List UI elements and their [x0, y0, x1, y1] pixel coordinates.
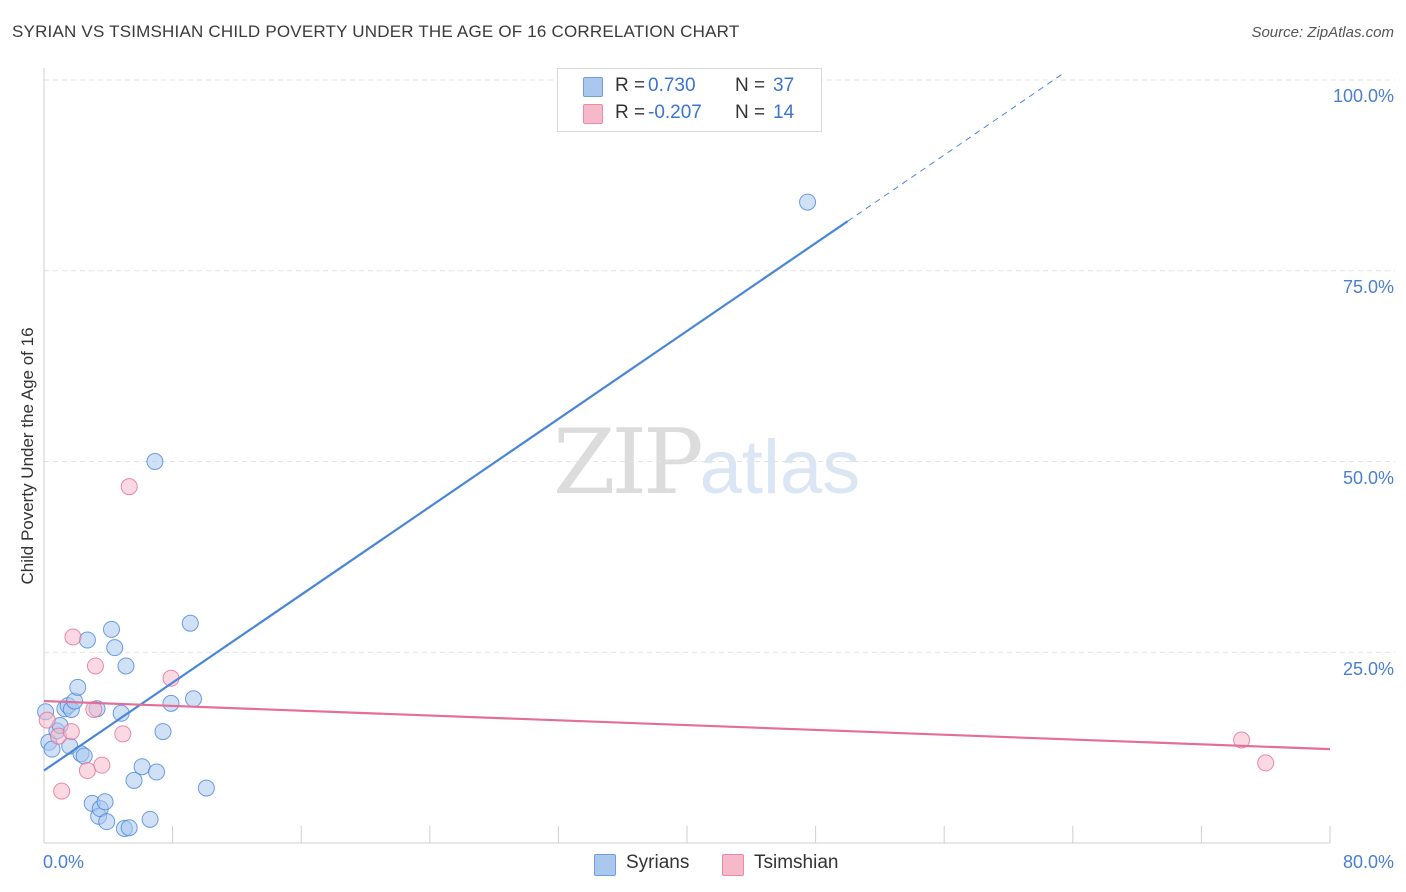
point-tsimshian	[1257, 754, 1275, 772]
point-tsimshian	[62, 723, 80, 741]
stats-row-syrians: R = 0.730 N = 37	[558, 73, 821, 99]
y-tick-label-50: 50.0%	[1342, 468, 1394, 488]
chart-title: SYRIAN VS TSIMSHIAN CHILD POVERTY UNDER …	[12, 22, 740, 41]
point-syrians	[98, 813, 116, 831]
correlation-stats-box: R = 0.730 N = 37 R = -0.207 N = 14	[557, 68, 822, 132]
y-tick-label-75: 75.0%	[1342, 277, 1394, 297]
point-syrians	[181, 614, 199, 632]
point-syrians	[106, 639, 124, 657]
point-syrians	[141, 810, 159, 828]
trendline-extension-syrians	[847, 71, 1066, 222]
legend-swatch-tsimshian	[722, 854, 744, 876]
tsimshian-swatch	[583, 104, 603, 124]
point-syrians	[133, 758, 151, 776]
point-syrians	[184, 690, 202, 708]
chart-legend: Syrians Tsimshian	[0, 852, 1406, 878]
point-tsimshian	[53, 782, 71, 800]
source-credit: Source: ZipAtlas.com	[1251, 24, 1394, 41]
point-syrians	[197, 779, 215, 797]
point-syrians	[96, 793, 114, 811]
point-syrians	[154, 723, 172, 741]
point-syrians	[148, 763, 166, 781]
r-value: 0.730	[648, 75, 696, 96]
x-tick-label-max: 80.0%	[1342, 852, 1394, 872]
trendline-tsimshian	[43, 699, 1331, 751]
n-label: N =	[735, 75, 766, 96]
point-tsimshian	[64, 628, 82, 646]
stats-row-tsimshian: R = -0.207 N = 14	[558, 100, 821, 126]
syrians-swatch	[583, 77, 603, 97]
point-tsimshian	[1233, 731, 1251, 749]
point-syrians	[69, 678, 87, 696]
point-tsimshian	[85, 700, 103, 718]
point-syrians	[125, 771, 143, 789]
y-tick-label-100: 100.0%	[1332, 86, 1394, 106]
r-label: R =	[615, 75, 646, 96]
legend-swatch-syrians	[594, 854, 616, 876]
r-label: R =	[615, 102, 646, 123]
point-tsimshian	[120, 478, 138, 496]
n-label: N =	[735, 102, 766, 123]
point-syrians	[162, 694, 180, 712]
point-tsimshian	[38, 711, 56, 729]
y-axis-label: Child Poverty Under the Age of 16	[18, 327, 37, 585]
point-tsimshian	[86, 657, 104, 675]
point-syrians	[75, 747, 93, 765]
point-syrians	[103, 620, 121, 638]
legend-label-tsimshian: Tsimshian	[754, 852, 839, 873]
x-tick-label-min: 0.0%	[43, 852, 85, 872]
point-syrians	[117, 657, 135, 675]
point-tsimshian	[93, 756, 111, 774]
point-tsimshian	[78, 762, 96, 780]
point-tsimshian	[114, 725, 132, 743]
y-tick-label-25: 25.0%	[1342, 659, 1394, 679]
point-syrians	[78, 631, 96, 649]
trendline-syrians	[43, 220, 849, 772]
n-value: 14	[773, 102, 795, 123]
point-syrians	[799, 193, 817, 211]
r-value: -0.207	[648, 102, 702, 123]
legend-label-syrians: Syrians	[626, 852, 690, 873]
n-value: 37	[773, 75, 795, 96]
point-syrians	[120, 819, 138, 837]
point-syrians	[146, 453, 164, 470]
